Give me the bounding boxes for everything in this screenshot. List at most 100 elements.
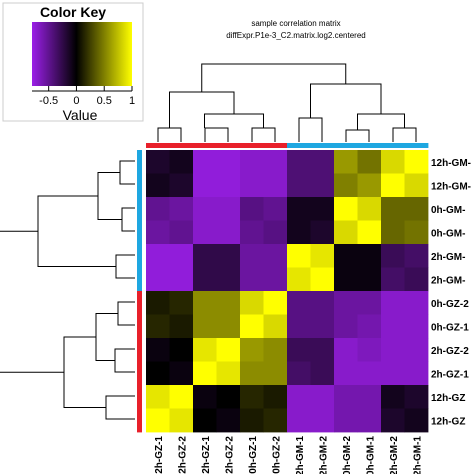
heatmap-cell	[169, 150, 194, 174]
heatmap-cell	[263, 244, 288, 268]
heatmap-cell	[404, 314, 429, 339]
row-label: 2h-GZ-2	[431, 346, 469, 357]
column-group-swatch	[146, 143, 170, 148]
row-group-swatch	[137, 244, 142, 268]
heatmap-cell	[146, 385, 170, 409]
heatmap-cell	[357, 173, 382, 198]
column-label: 12h-GM-2	[389, 436, 400, 474]
row-dendrogram	[0, 160, 135, 420]
heatmap-cell	[263, 338, 288, 362]
heatmap-cell	[357, 267, 382, 292]
color-key-ticks: -0.5 0 0.5 1	[32, 86, 135, 107]
heatmap-cell	[334, 385, 358, 409]
heatmap-cell	[216, 385, 241, 409]
heatmap-cell	[357, 361, 382, 386]
column-group-swatch	[287, 143, 311, 148]
heatmap-cell	[146, 314, 170, 339]
column-labels: 12h-GZ-1 12h-GZ-2 2h-GZ-1 2h-GZ-2 0h-GZ-1 0h-…	[154, 436, 424, 474]
column-label: 2h-GZ-1	[201, 436, 212, 474]
heatmap-cell	[357, 314, 382, 339]
color-key: Color Key -0.5 0 0.5 1 Value	[2, 2, 144, 123]
heatmap-cell	[381, 267, 405, 292]
heatmap-cell	[240, 220, 264, 245]
heatmap-cell	[334, 244, 358, 268]
column-group-color-bar	[146, 143, 429, 148]
chart-title-line-2: diffExpr.P1e-3_C2.matrix.log2.centered	[226, 31, 365, 40]
heatmap-cell	[334, 291, 358, 315]
heatmap-cell	[146, 361, 170, 386]
column-label: 12h-GZ-2	[177, 436, 188, 474]
heatmap-cell	[310, 338, 335, 362]
heatmap-cell	[310, 361, 335, 386]
heatmap-cell	[193, 197, 217, 221]
heatmap-cell	[357, 244, 382, 268]
heatmap-cell	[146, 150, 170, 174]
heatmap-cell	[240, 291, 264, 315]
row-label: 2h-GZ-1	[431, 369, 469, 380]
heatmap-cell	[193, 244, 217, 268]
heatmap-cell	[263, 408, 288, 433]
column-group-swatch	[216, 143, 241, 148]
heatmap-cell	[193, 385, 217, 409]
color-key-value-label: Value	[63, 107, 98, 123]
heatmap-cell	[381, 338, 405, 362]
heatmap-cell	[310, 408, 335, 433]
row-group-swatch	[137, 197, 142, 221]
heatmap-cell	[216, 361, 241, 386]
heatmap-cell	[169, 197, 194, 221]
heatmap-cell	[169, 408, 194, 433]
heatmap-cell	[404, 291, 429, 315]
heatmap-cell	[310, 173, 335, 198]
heatmap-cell	[240, 385, 264, 409]
column-group-swatch	[263, 143, 288, 148]
column-label: 0h-GM-2	[342, 436, 353, 474]
row-label: 0h-GM-	[431, 205, 465, 216]
heatmap-cell	[263, 291, 288, 315]
row-group-swatch	[137, 150, 142, 174]
heatmap-cell	[216, 220, 241, 245]
row-group-swatch	[137, 220, 142, 245]
heatmap-cell	[263, 267, 288, 292]
heatmap-cell	[146, 220, 170, 245]
heatmap-cell	[334, 408, 358, 433]
heatmap-cell	[263, 361, 288, 386]
chart-title-line-1: sample correlation matrix	[251, 19, 340, 28]
heatmap-cell	[404, 173, 429, 198]
heatmap-cells	[146, 150, 429, 433]
row-label: 0h-GZ-1	[431, 322, 469, 333]
row-label: 2h-GM-	[431, 252, 465, 263]
heatmap-cell	[381, 361, 405, 386]
heatmap-cell	[169, 220, 194, 245]
row-group-swatch	[137, 385, 142, 409]
heatmap-cell	[310, 267, 335, 292]
row-label: 12h-GZ	[431, 416, 465, 427]
row-label: 2h-GM-	[431, 275, 465, 286]
heatmap-cell	[169, 291, 194, 315]
heatmap-cell	[216, 314, 241, 339]
heatmap-cell	[146, 267, 170, 292]
heatmap-cell	[240, 173, 264, 198]
heatmap-cell	[287, 220, 311, 245]
heatmap-cell	[287, 385, 311, 409]
heatmap-cell	[404, 220, 429, 245]
heatmap-cell	[263, 385, 288, 409]
heatmap-cell	[263, 197, 288, 221]
heatmap-cell	[310, 385, 335, 409]
heatmap-cell	[334, 338, 358, 362]
color-key-tick-label: 0.5	[97, 95, 112, 107]
heatmap-cell	[381, 291, 405, 315]
heatmap-cell	[240, 150, 264, 174]
heatmap-cell	[240, 314, 264, 339]
heatmap-cell	[334, 314, 358, 339]
heatmap-cell	[381, 244, 405, 268]
heatmap-cell	[334, 173, 358, 198]
heatmap-cell	[169, 173, 194, 198]
heatmap-cell	[381, 173, 405, 198]
heatmap-cell	[357, 338, 382, 362]
heatmap-cell	[216, 408, 241, 433]
heatmap-cell	[310, 150, 335, 174]
heatmap-cell	[240, 338, 264, 362]
heatmap-cell	[287, 408, 311, 433]
heatmap-cell	[287, 291, 311, 315]
